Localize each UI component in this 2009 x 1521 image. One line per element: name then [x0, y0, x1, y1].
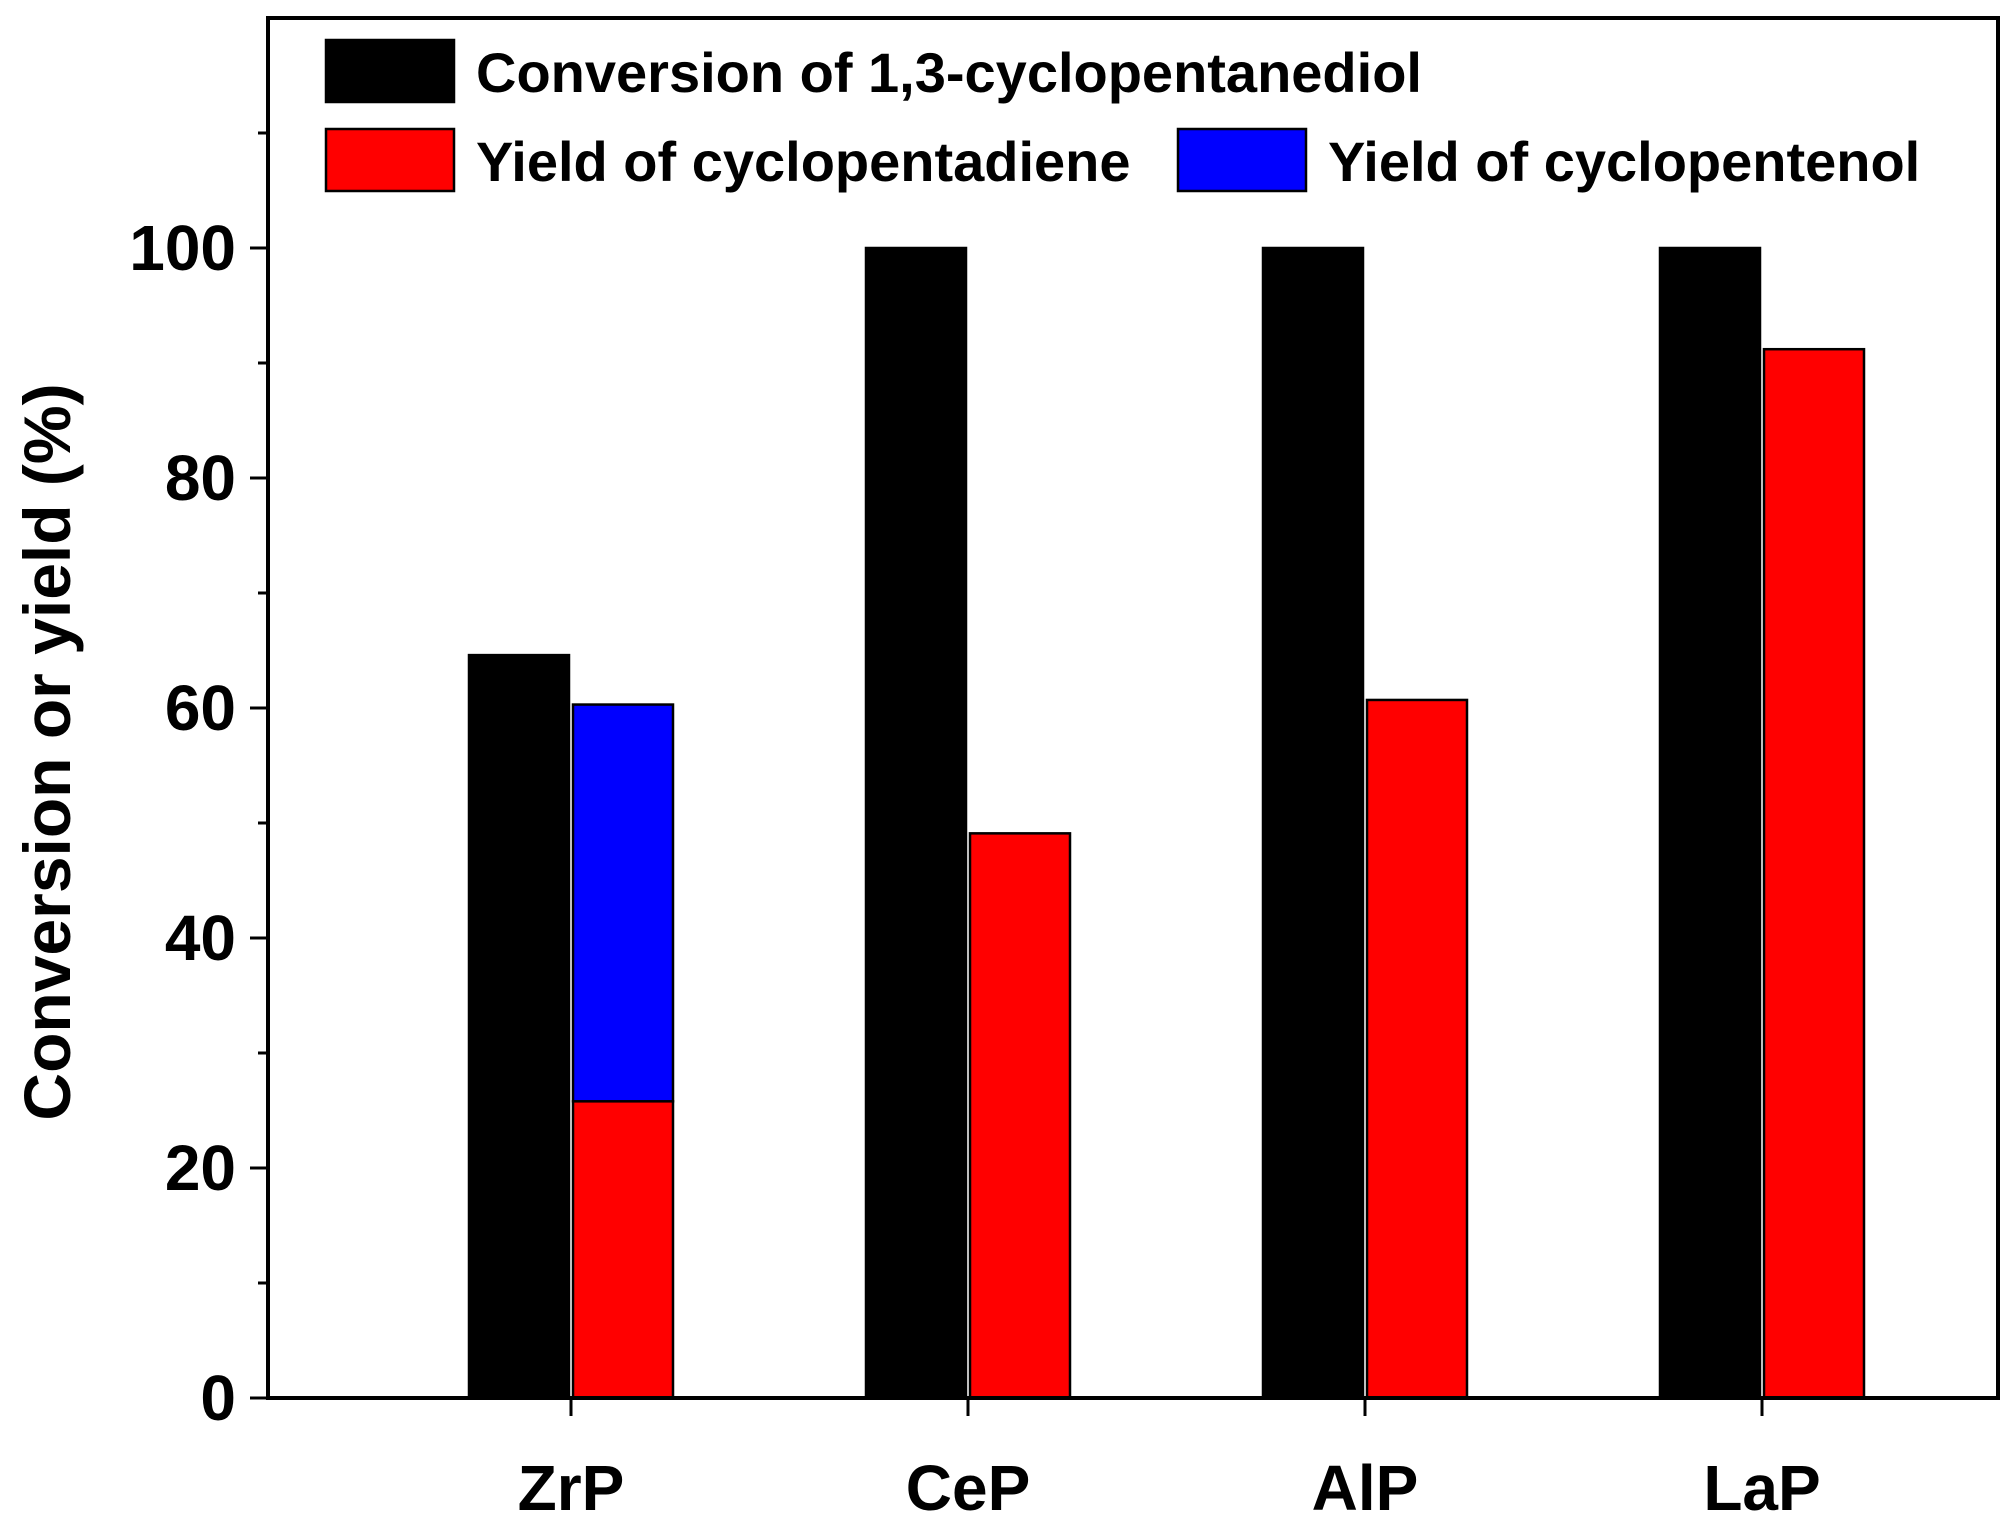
- bar-cyclopentadiene-lap: [1762, 347, 1866, 1400]
- x-axis: ZrP CeP AlP LaP: [518, 1398, 1821, 1521]
- bar-conversion-alp: [1261, 246, 1365, 1400]
- y-tick-label: 20: [165, 1132, 236, 1204]
- bar-conversion-lap: [1658, 246, 1762, 1400]
- legend-label-yield-of-cyclopentenol: Yield of cyclopentenol: [1328, 130, 1920, 193]
- bar-conversion-zrp: [467, 653, 571, 1400]
- y-axis: 0 20 40 60 80 100: [129, 131, 268, 1434]
- y-tick-label: 0: [200, 1362, 236, 1434]
- y-axis-title: Conversion or yield (%): [10, 383, 84, 1120]
- legend-label-conversion-of-1-3-cyclopentanediol: Conversion of 1,3-cyclopentanediol: [476, 41, 1422, 104]
- legend: Conversion of 1,3-cyclopentanediol Yield …: [324, 38, 1920, 193]
- bar-cyclopentenol-zrp: [571, 703, 675, 1103]
- x-tick-label-zrp: ZrP: [518, 1452, 625, 1521]
- x-tick-label-alp: AlP: [1312, 1452, 1419, 1521]
- legend-swatch-conversion-of-1-3-cyclopentanediol: [324, 38, 456, 104]
- legend-swatch-yield-of-cyclopentenol: [1176, 127, 1308, 193]
- bar-cyclopentadiene-cep: [968, 832, 1072, 1400]
- bars-layer: [467, 246, 1866, 1400]
- y-tick-label: 40: [165, 902, 236, 974]
- legend-swatch-yield-of-cyclopentadiene: [324, 127, 456, 193]
- bar-cyclopentadiene-alp: [1365, 698, 1469, 1400]
- legend-label-yield-of-cyclopentadiene: Yield of cyclopentadiene: [476, 130, 1131, 193]
- x-tick-label-lap: LaP: [1703, 1452, 1820, 1521]
- y-tick-label: 60: [165, 672, 236, 744]
- bar-conversion-cep: [864, 246, 968, 1400]
- y-tick-label: 80: [165, 442, 236, 514]
- x-tick-label-cep: CeP: [906, 1452, 1031, 1521]
- y-tick-label: 100: [129, 212, 236, 284]
- bar-cyclopentadiene-zrp: [571, 1100, 675, 1400]
